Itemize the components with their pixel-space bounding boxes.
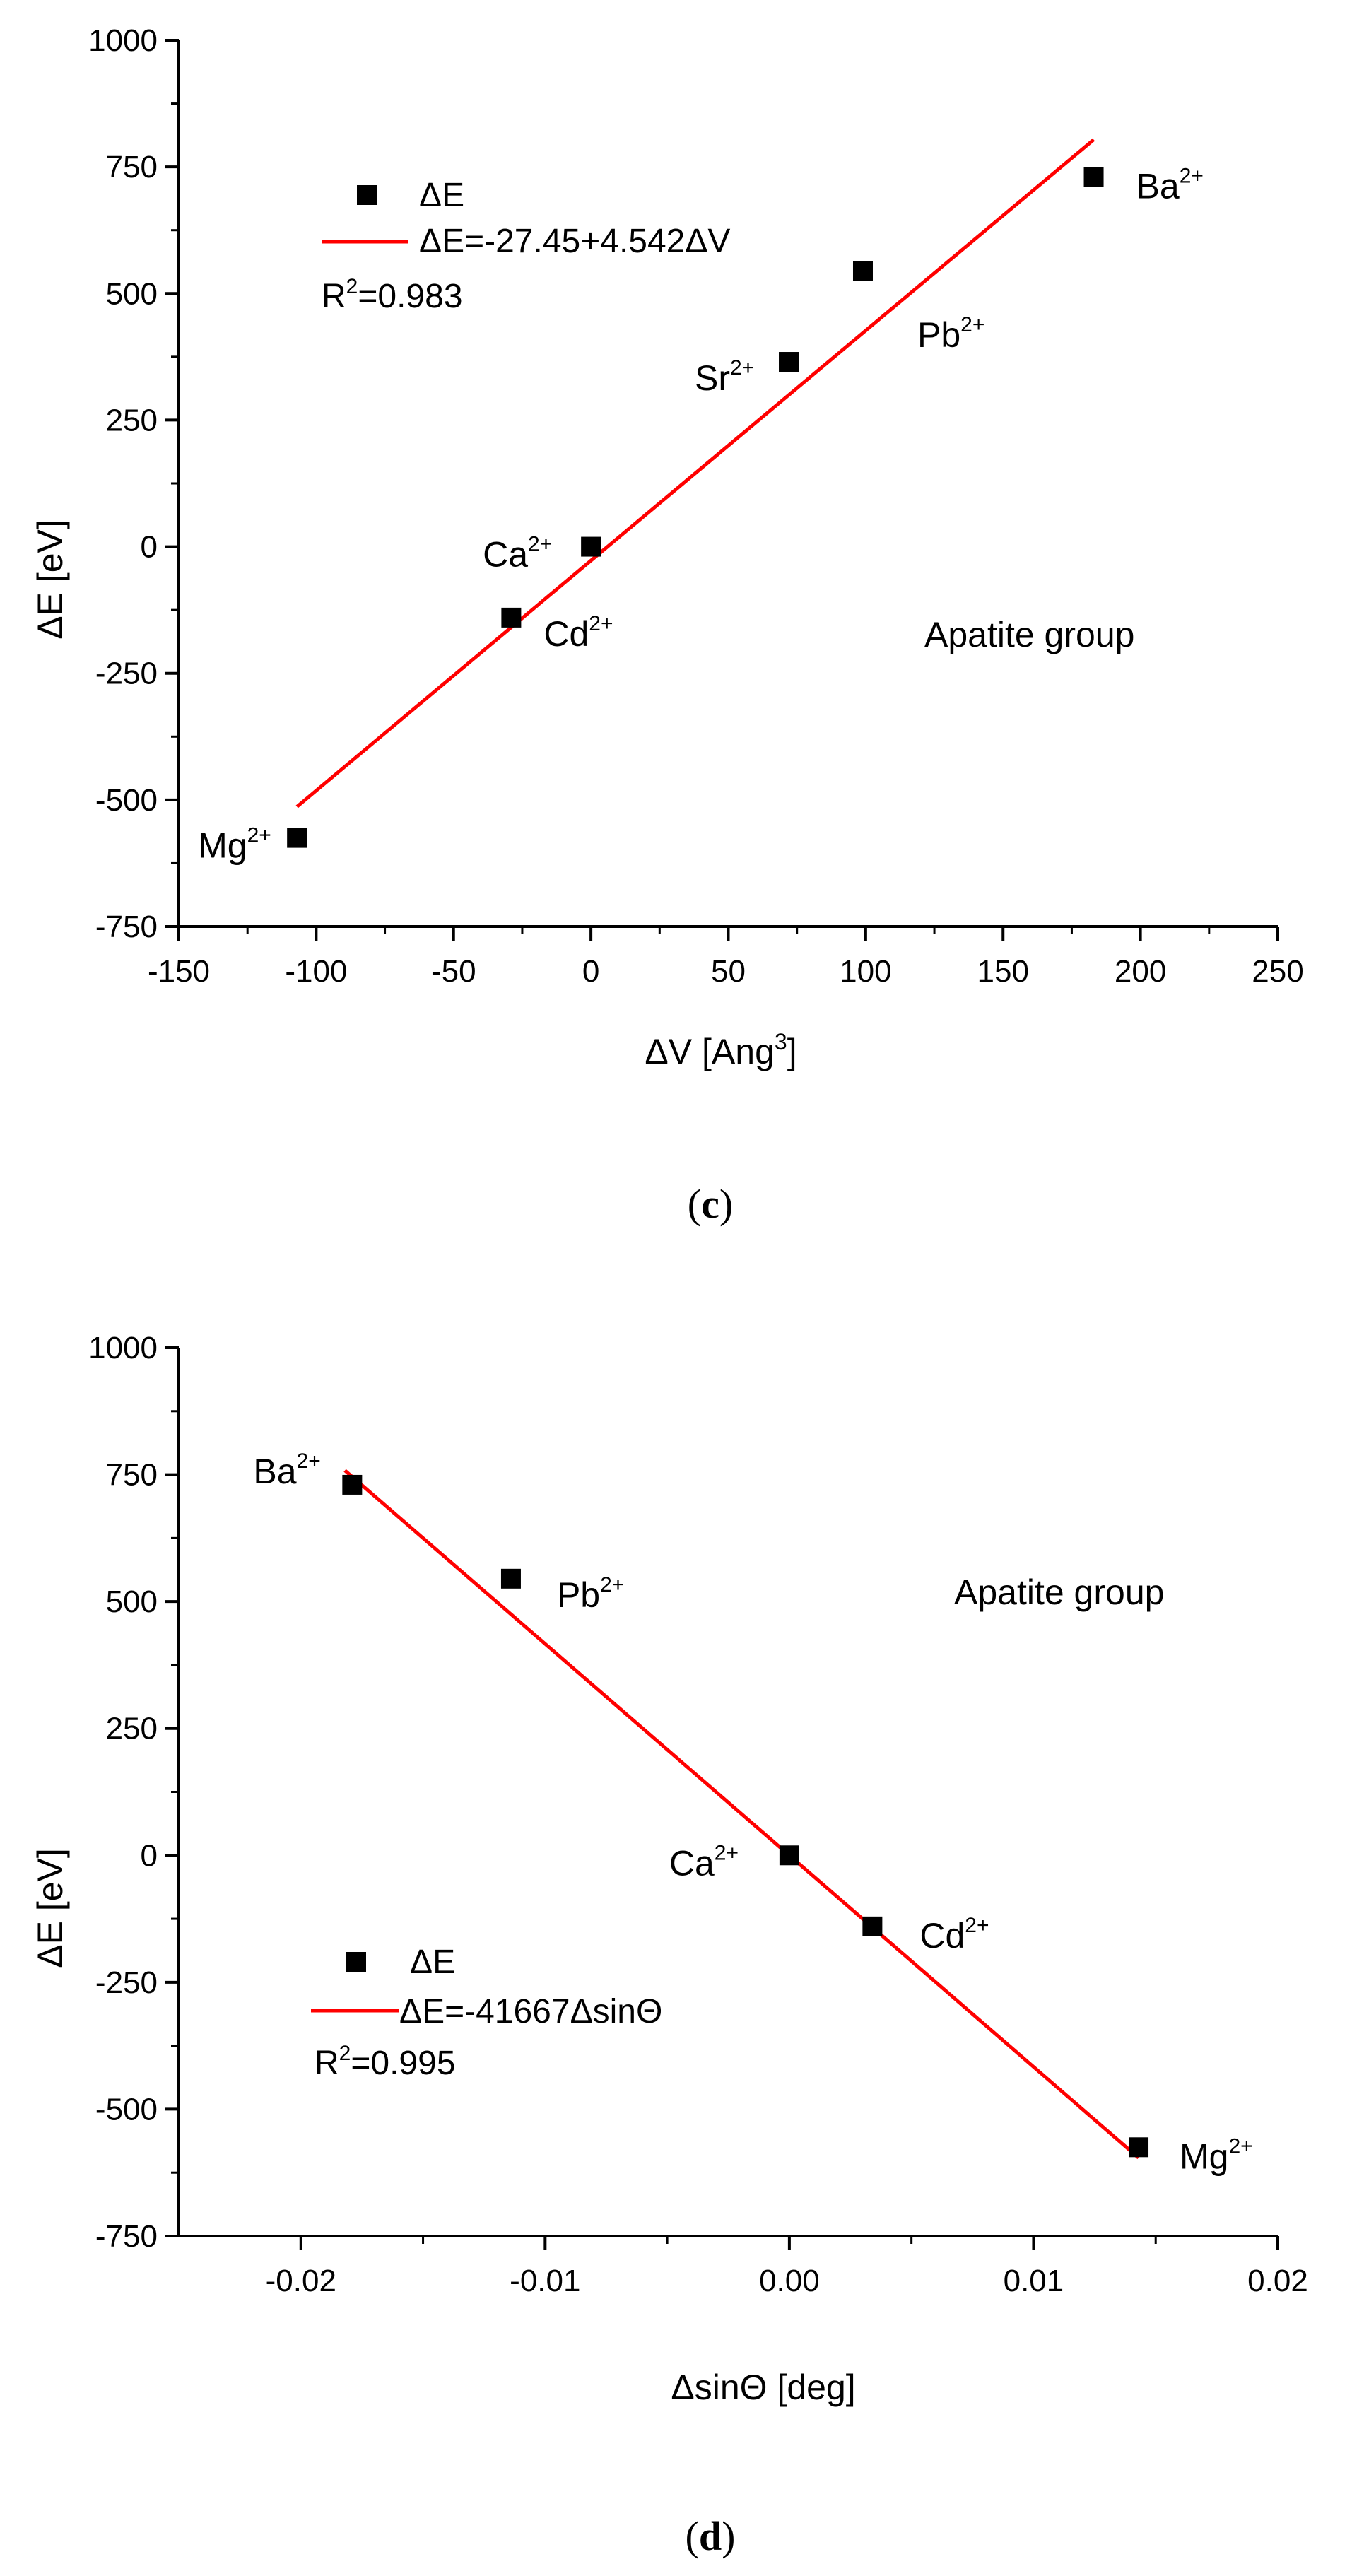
data-point-ca (779, 1845, 799, 1866)
point-label-sr: Sr2+ (695, 356, 754, 398)
data-point-sr (779, 352, 799, 372)
point-label-mg: Mg2+ (1180, 2134, 1253, 2176)
chart-c-fit-line (295, 138, 1095, 808)
y-tick-label: 1000 (88, 23, 158, 58)
point-label-ba: Ba2+ (253, 1449, 320, 1491)
chart-d-legend-r2: R2=0.995 (315, 2042, 456, 2082)
data-point-pb (500, 1568, 521, 1589)
y-tick-label: 0 (141, 530, 158, 565)
chart-d-x-axis-label: ΔsinΘ [deg] (671, 2368, 855, 2407)
point-label-pb: Pb2+ (917, 313, 984, 355)
y-tick-label: -750 (95, 2219, 158, 2254)
data-point-ba (1083, 167, 1104, 187)
point-label-ca: Ca2+ (483, 533, 552, 575)
data-point-cd (501, 607, 522, 628)
y-tick-label: -500 (95, 783, 158, 818)
chart-c-legend-marker-label: ΔE (419, 177, 464, 214)
chart-c-fit (295, 138, 1095, 808)
x-tick-label: 0.02 (1247, 2264, 1308, 2298)
y-tick-label: 250 (106, 403, 158, 437)
y-tick-label: -250 (95, 657, 158, 691)
y-tick-label: 250 (106, 1712, 158, 1746)
data-point-ba (342, 1474, 363, 1495)
x-tick-label: -0.01 (510, 2264, 580, 2298)
x-tick-label: 50 (711, 954, 746, 989)
point-label-mg: Mg2+ (198, 824, 271, 866)
data-point-mg (287, 828, 307, 848)
chart-d: -0.02 -0.01 0.00 0.01 0.02 -750 -500 -250 0 250 50… (30, 1331, 1308, 2407)
chart-d-y-axis-label: ΔE [eV] (30, 1848, 70, 1968)
x-tick-label: 0.00 (759, 2264, 820, 2298)
point-label-ca: Ca2+ (669, 1841, 739, 1883)
chart-d-fit (343, 1469, 1140, 2160)
chart-d-legend-marker-label: ΔE (410, 1943, 455, 1981)
y-tick-label: -750 (95, 910, 158, 944)
y-tick-label: 1000 (88, 1331, 158, 1365)
chart-d-fit-line (343, 1469, 1140, 2160)
caption-c: (c) (688, 1181, 733, 1227)
chart-d-legend: ΔE ΔE=-41667ΔsinΘ R2=0.995 (311, 1943, 662, 2082)
point-label-cd: Cd2+ (919, 1914, 989, 1955)
y-tick-label: 0 (141, 1838, 158, 1873)
data-point-cd (862, 1916, 883, 1936)
data-point-ca (581, 536, 601, 557)
y-tick-label: 500 (106, 276, 158, 311)
chart-d-annotation: Apatite group (954, 1572, 1164, 1612)
x-tick-label: -100 (285, 954, 347, 989)
x-tick-label: 0 (582, 954, 599, 989)
chart-d-legend-marker (346, 1952, 366, 1972)
chart-c-legend: ΔE ΔE=-27.45+4.542ΔV R2=0.983 (322, 177, 730, 315)
y-tick-label: 500 (106, 1584, 158, 1619)
data-point-pb (852, 261, 873, 281)
x-tick-label: 100 (840, 954, 891, 989)
chart-c-annotation: Apatite group (924, 615, 1134, 654)
point-label-ba: Ba2+ (1136, 164, 1204, 206)
chart-c-legend-marker (357, 185, 377, 205)
y-tick-label: -250 (95, 1965, 158, 2000)
chart-d-axes: -0.02 -0.01 0.00 0.01 0.02 -750 -500 -250 0 250 50… (88, 1331, 1308, 2298)
x-tick-label: 200 (1115, 954, 1166, 989)
x-tick-label: 0.01 (1004, 2264, 1064, 2298)
x-tick-label: 250 (1252, 954, 1303, 989)
y-tick-label: -500 (95, 2092, 158, 2127)
chart-d-legend-line-label: ΔE=-41667ΔsinΘ (399, 1993, 662, 2030)
chart-c-x-axis-label: ΔV [Ang3] (645, 1029, 796, 1071)
x-tick-label: -50 (431, 954, 476, 989)
x-tick-label: -150 (148, 954, 210, 989)
point-label-cd: Cd2+ (543, 612, 613, 654)
point-label-pb: Pb2+ (557, 1573, 624, 1615)
x-tick-label: -0.02 (266, 2264, 336, 2298)
y-tick-label: 750 (106, 150, 158, 184)
chart-c: -150 -100 -50 0 50 100 150 200 250-750-500-25002… (30, 23, 1304, 1071)
x-tick-label: 150 (977, 954, 1029, 989)
chart-c-legend-r2: R2=0.983 (322, 275, 463, 315)
chart-c-y-axis-label: ΔE [eV] (30, 519, 70, 640)
data-point-mg (1129, 2137, 1149, 2158)
y-tick-label: 750 (106, 1458, 158, 1493)
chart-c-axes: -150 -100 -50 0 50 100 150 200 250-750-500-25002… (88, 23, 1304, 989)
chart-c-legend-line-label: ΔE=-27.45+4.542ΔV (419, 223, 730, 260)
chart-c-points: Mg2+ Cd2+ Ca2+ Sr2+ Pb2+ Ba2+ (198, 164, 1204, 865)
caption-d: (d) (686, 2513, 736, 2559)
chart-d-points: Ba2+ Pb2+ Ca2+ Cd2+ Mg2+ (253, 1449, 1252, 2176)
